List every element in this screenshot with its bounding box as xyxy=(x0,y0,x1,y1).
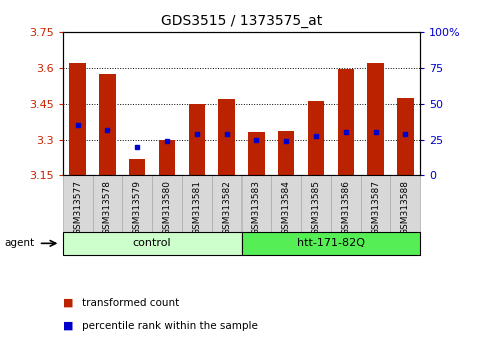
Bar xyxy=(63,176,93,232)
Text: GSM313581: GSM313581 xyxy=(192,180,201,235)
Bar xyxy=(122,176,152,232)
Bar xyxy=(189,104,205,176)
Text: htt-171-82Q: htt-171-82Q xyxy=(297,238,365,249)
Bar xyxy=(368,63,384,176)
Text: GSM313588: GSM313588 xyxy=(401,180,410,235)
Text: ■: ■ xyxy=(63,321,73,331)
Text: GSM313586: GSM313586 xyxy=(341,180,350,235)
Text: transformed count: transformed count xyxy=(82,298,179,308)
Bar xyxy=(212,176,242,232)
Bar xyxy=(242,176,271,232)
Text: GSM313583: GSM313583 xyxy=(252,180,261,235)
Text: GDS3515 / 1373575_at: GDS3515 / 1373575_at xyxy=(161,14,322,28)
Text: GSM313587: GSM313587 xyxy=(371,180,380,235)
Text: control: control xyxy=(133,238,171,249)
Text: agent: agent xyxy=(5,238,35,249)
Bar xyxy=(308,101,324,176)
Bar xyxy=(271,176,301,232)
Text: GSM313578: GSM313578 xyxy=(103,180,112,235)
Text: GSM313585: GSM313585 xyxy=(312,180,320,235)
Bar xyxy=(152,176,182,232)
Bar xyxy=(218,99,235,176)
Bar xyxy=(242,232,420,255)
Text: GSM313584: GSM313584 xyxy=(282,180,291,235)
Text: GSM313577: GSM313577 xyxy=(73,180,82,235)
Bar xyxy=(397,98,413,176)
Bar xyxy=(338,69,354,176)
Bar xyxy=(390,176,420,232)
Bar xyxy=(159,139,175,176)
Bar xyxy=(129,159,145,176)
Text: GSM313579: GSM313579 xyxy=(133,180,142,235)
Bar xyxy=(182,176,212,232)
Text: GSM313580: GSM313580 xyxy=(163,180,171,235)
Bar xyxy=(70,63,86,176)
Bar xyxy=(63,232,242,255)
Text: ■: ■ xyxy=(63,298,73,308)
Bar xyxy=(331,176,361,232)
Bar xyxy=(93,176,122,232)
Bar xyxy=(278,131,294,176)
Bar xyxy=(99,74,115,176)
Bar xyxy=(301,176,331,232)
Text: percentile rank within the sample: percentile rank within the sample xyxy=(82,321,258,331)
Bar xyxy=(361,176,390,232)
Text: GSM313582: GSM313582 xyxy=(222,180,231,235)
Bar xyxy=(248,132,265,176)
